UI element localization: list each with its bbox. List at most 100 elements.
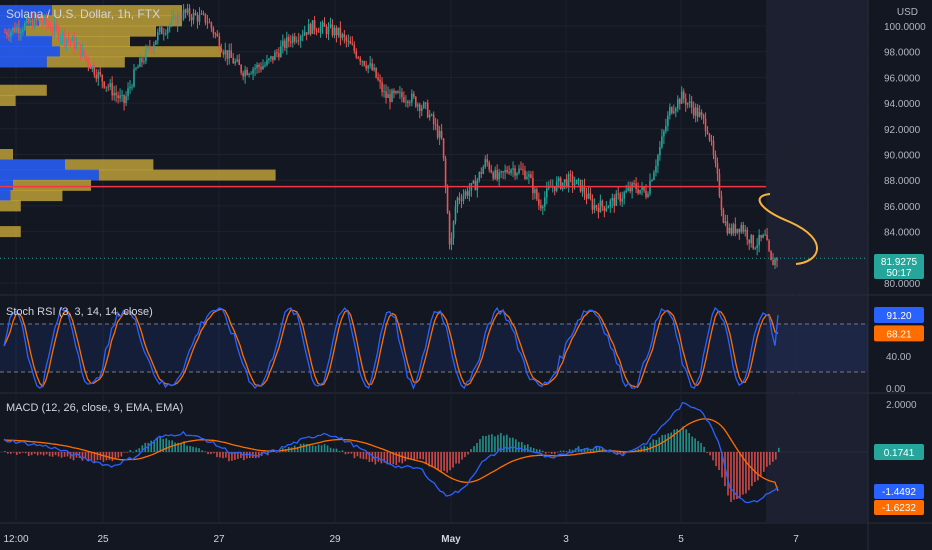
candle-body xyxy=(387,94,389,99)
macd-histogram-bar xyxy=(350,452,353,454)
candle-body xyxy=(547,186,550,189)
candle-body xyxy=(740,224,743,233)
candle-body xyxy=(274,52,276,61)
macd-histogram-bar xyxy=(320,445,323,452)
candle-body xyxy=(61,32,64,38)
macd-histogram-bar xyxy=(494,436,496,452)
macd-histogram-bar xyxy=(389,452,392,465)
macd-histogram-bar xyxy=(476,442,478,452)
candle-body xyxy=(210,22,213,29)
candle-body xyxy=(567,174,570,187)
macd-histogram-bar xyxy=(356,452,359,457)
candle-body xyxy=(180,18,183,20)
candle-body xyxy=(571,175,574,186)
candle-body xyxy=(766,234,768,241)
candle-body xyxy=(613,197,616,206)
macd-histogram-bar xyxy=(189,445,191,452)
macd-histogram-bar xyxy=(526,444,529,452)
candle-body xyxy=(39,18,42,21)
candle-body xyxy=(724,221,727,223)
macd-histogram-bar xyxy=(198,448,200,452)
candle-body xyxy=(418,104,421,111)
candle-body xyxy=(137,66,139,69)
candle-body xyxy=(561,182,564,189)
macd-histogram-bar xyxy=(141,445,144,452)
candle-body xyxy=(327,26,330,35)
macd-histogram-bar xyxy=(556,451,559,453)
macd-histogram-bar xyxy=(225,452,227,458)
symbol-title[interactable]: Solana / U.S. Dollar, 1h, FTX xyxy=(6,7,161,21)
candle-body xyxy=(113,92,115,96)
candle-body xyxy=(583,185,586,195)
candle-body xyxy=(184,9,187,13)
candle-body xyxy=(444,158,447,187)
macd-histogram-bar xyxy=(721,452,723,478)
candle-body xyxy=(706,131,709,134)
candle-body xyxy=(716,163,719,174)
macd-histogram-bar xyxy=(512,437,514,452)
candle-body xyxy=(166,27,169,34)
macd-histogram-bar xyxy=(371,452,374,462)
macd-histogram-bar xyxy=(485,435,487,452)
candle-body xyxy=(337,27,340,36)
candle-body xyxy=(20,31,22,34)
candle-body xyxy=(464,191,467,196)
macd-histogram-bar xyxy=(479,439,481,452)
macd-histogram-bar xyxy=(503,435,505,452)
time-tick-label: 27 xyxy=(213,534,225,545)
candle-body xyxy=(563,179,566,183)
candle-body xyxy=(424,102,427,104)
candle-body xyxy=(139,58,141,67)
candle-body xyxy=(208,22,211,24)
candle-body xyxy=(363,61,365,66)
candle-body xyxy=(236,59,238,62)
macd-histogram-bar xyxy=(520,442,523,452)
macd-title[interactable]: MACD (12, 26, close, 9, EMA, EMA) xyxy=(6,402,184,414)
candle-body xyxy=(603,206,606,211)
candle-body xyxy=(103,81,106,88)
macd-histogram-bar xyxy=(138,448,141,452)
macd-histogram-bar xyxy=(329,447,332,452)
macd-histogram-bar xyxy=(754,452,756,483)
stoch-rsi-title[interactable]: Stoch RSI (3, 3, 14, 14, close) xyxy=(6,306,153,318)
candle-body xyxy=(278,53,280,58)
candle-body xyxy=(403,97,405,102)
candle-body xyxy=(164,33,167,35)
macd-histogram-bar xyxy=(532,448,535,452)
candle-body xyxy=(452,221,455,239)
candle-body xyxy=(63,32,66,44)
candle-body xyxy=(192,12,195,21)
macd-histogram-bar xyxy=(240,452,242,459)
candle-body xyxy=(682,91,685,99)
candle-body xyxy=(466,191,469,196)
candle-body xyxy=(734,224,737,233)
macd-histogram-bar xyxy=(222,452,224,459)
candle-body xyxy=(115,92,117,96)
candle-body xyxy=(123,94,125,104)
macd-histogram-bar xyxy=(359,452,362,459)
candle-body xyxy=(472,181,475,184)
candle-body xyxy=(629,187,631,192)
macd-histogram-bar xyxy=(246,452,248,459)
candle-body xyxy=(91,65,94,69)
candle-body xyxy=(522,169,524,171)
volume-profile-up-bar xyxy=(0,159,65,171)
candle-body xyxy=(569,174,572,176)
candle-body xyxy=(170,17,173,25)
macd-histogram-bar xyxy=(691,436,693,452)
candle-body xyxy=(557,178,560,182)
macd-histogram-bar xyxy=(742,452,744,495)
macd-histogram-bar xyxy=(446,452,448,473)
volume-profile-up-bar xyxy=(0,15,39,27)
candle-body xyxy=(10,31,12,37)
candle-body xyxy=(696,107,699,117)
macd-histogram-bar xyxy=(745,452,747,494)
macd-histogram-bar xyxy=(739,452,741,498)
candle-body xyxy=(520,168,522,170)
candle-body xyxy=(484,159,487,167)
candle-body xyxy=(345,37,348,42)
candle-body xyxy=(690,101,693,108)
candle-body xyxy=(206,22,209,24)
candle-body xyxy=(31,19,34,28)
